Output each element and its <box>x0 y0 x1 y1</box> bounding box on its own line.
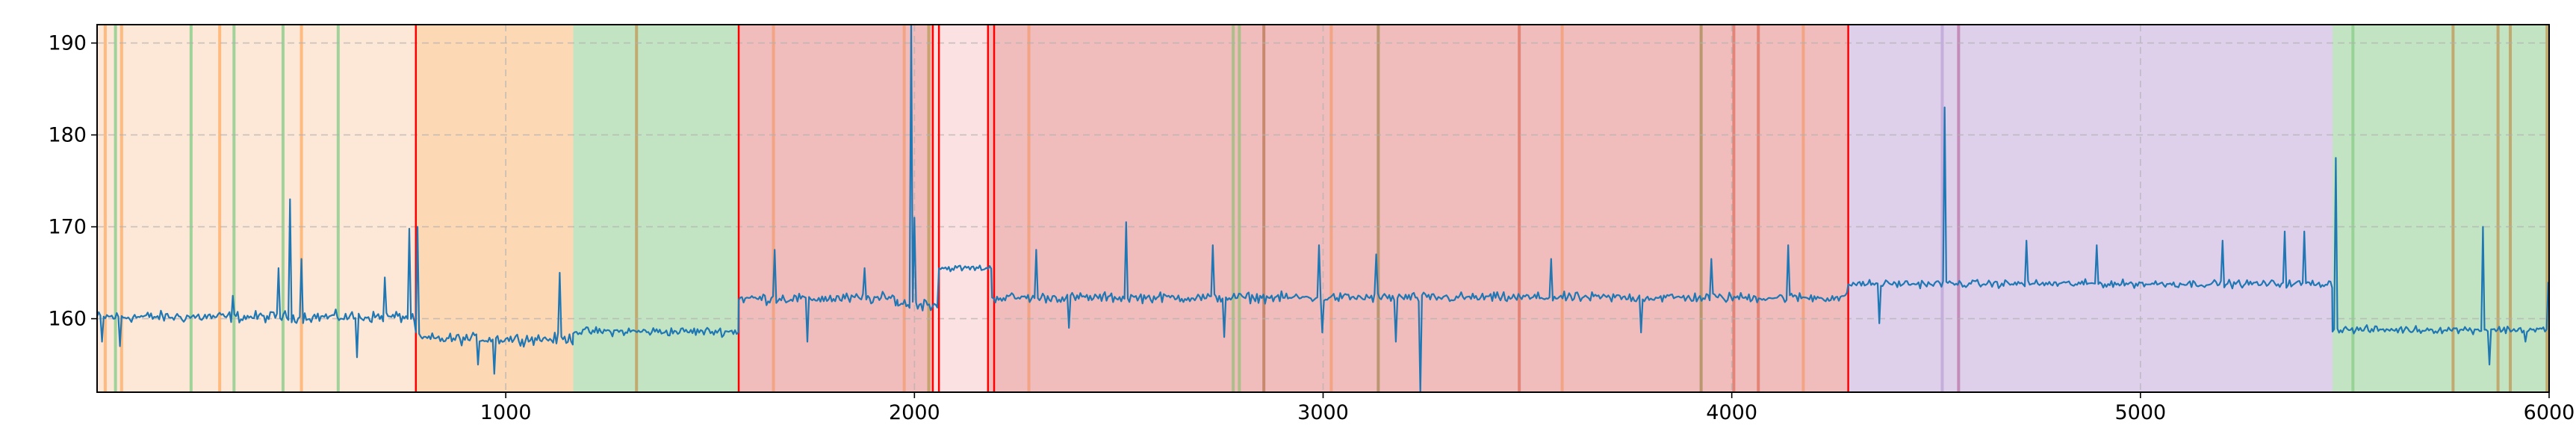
x-tick-label-6: 6000 <box>2524 401 2575 424</box>
region-bands <box>97 25 2549 392</box>
x-tick-label-3: 3000 <box>1297 401 1349 424</box>
region-band-2 <box>415 25 574 392</box>
event-lines <box>103 25 2549 392</box>
region-band-8 <box>2333 25 2549 392</box>
x-axis-ticks: 1000 2000 3000 4000 5000 6000 <box>480 392 2575 424</box>
y-tick-label-2: 170 <box>48 216 87 239</box>
x-tick-label-5: 5000 <box>2114 401 2166 424</box>
y-tick-label-1: 160 <box>48 308 87 331</box>
series-line-1 <box>96 23 2549 394</box>
region-band-4 <box>739 25 933 392</box>
x-tick-label-2: 2000 <box>889 401 940 424</box>
y-tick-label-3: 180 <box>48 124 87 147</box>
x-tick-label-1: 1000 <box>480 401 532 424</box>
region-band-7 <box>1848 25 2333 392</box>
x-tick-label-4: 4000 <box>1706 401 1757 424</box>
series-layer <box>96 23 2549 394</box>
region-band-3 <box>573 25 739 392</box>
y-tick-label-4: 190 <box>48 32 87 55</box>
region-band-1 <box>97 25 416 392</box>
region-band-6 <box>987 25 1849 392</box>
y-axis-ticks: 160 170 180 190 <box>48 32 97 331</box>
region-band-5 <box>932 25 988 392</box>
